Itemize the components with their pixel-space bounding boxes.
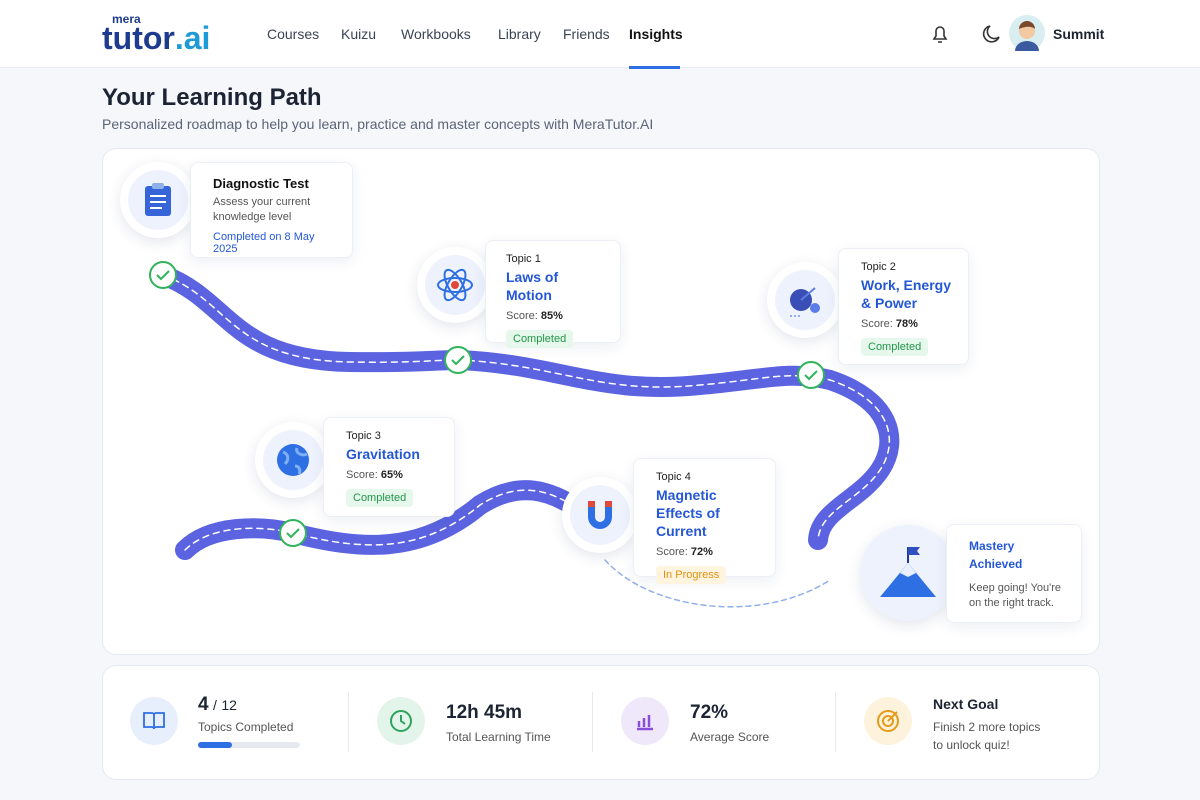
status-badge: Completed xyxy=(506,330,574,348)
stat-score: 72% Average Score xyxy=(690,702,769,744)
stat-label: Total Learning Time xyxy=(446,730,551,744)
topic-card[interactable]: Topic 3 Gravitation Score: 65% Completed xyxy=(323,417,455,517)
score-label: Score: xyxy=(656,546,688,558)
stat-icon xyxy=(621,697,669,745)
user-name[interactable]: Summit xyxy=(1053,26,1105,42)
topic-score: Score: 65% xyxy=(346,469,440,481)
nav-link[interactable]: Courses xyxy=(267,26,320,42)
stat-value: 12h 45m xyxy=(446,702,523,723)
stat-label: Average Score xyxy=(690,730,770,744)
topic-label: Topic 1 xyxy=(506,253,541,265)
avatar[interactable] xyxy=(1009,15,1045,51)
divider xyxy=(348,692,349,752)
road-lines xyxy=(153,265,900,608)
mastery-description: Keep going! You're on the right track. xyxy=(969,582,1062,609)
logo-small: mera xyxy=(112,12,141,26)
check-marks xyxy=(149,261,825,547)
progress-track xyxy=(198,742,300,748)
topic-card[interactable]: Topic 1 Laws of Motion Score: 85% Comple… xyxy=(485,240,621,348)
topic-name: Laws of Motion xyxy=(506,269,559,303)
topic-score: Score: 78% xyxy=(861,318,954,330)
nav-link[interactable]: Kuizu xyxy=(341,26,377,42)
nav-link[interactable]: Library xyxy=(498,26,541,42)
score-label: Score: xyxy=(346,469,378,481)
logo-suffix: .ai xyxy=(174,20,211,56)
score-label: Score: xyxy=(861,318,893,330)
stat-topics: 4 / 12 Topics Completed xyxy=(198,694,300,748)
score-value: 78% xyxy=(895,318,918,330)
topic-score: Score: 72% xyxy=(656,546,761,558)
status-badge: In Progress xyxy=(656,566,727,584)
topic-name: Gravitation xyxy=(346,446,420,462)
page-subtitle: Personalized roadmap to help you learn, … xyxy=(102,116,654,132)
topics-separator: / xyxy=(213,697,217,713)
mastery-card[interactable]: Mastery Achieved Keep going! You're on t… xyxy=(946,524,1082,623)
diagnostic-card[interactable]: Diagnostic Test Assess your current know… xyxy=(190,162,353,258)
topic-card[interactable]: Topic 2 Work, Energy & Power Score: 78% … xyxy=(838,248,969,365)
logo-main: tutor.ai xyxy=(102,20,210,57)
moon-icon[interactable] xyxy=(982,25,1000,43)
score-value: 65% xyxy=(380,469,403,481)
stat-goal: Next Goal Finish 2 more topics to unlock… xyxy=(933,696,1053,754)
topic-label: Topic 4 xyxy=(656,471,691,483)
nav-link[interactable]: Friends xyxy=(563,26,610,42)
progress-bar xyxy=(198,742,232,748)
stats-panel xyxy=(102,665,1100,780)
bell-icon[interactable] xyxy=(932,26,948,43)
stat-icon xyxy=(377,697,425,745)
topic-card[interactable]: Topic 4 Magnetic Effects of Current Scor… xyxy=(633,458,776,584)
topic-name: Work, Energy & Power xyxy=(861,277,951,311)
score-label: Score: xyxy=(506,310,538,322)
nav-link[interactable]: Workbooks xyxy=(401,26,471,42)
topics-completed: 4 xyxy=(198,694,209,715)
score-value: 72% xyxy=(690,546,713,558)
page-title: Your Learning Path xyxy=(102,84,322,111)
nav-link-active[interactable]: Insights xyxy=(629,26,683,42)
status-badge: Completed xyxy=(346,489,414,507)
topic-label: Topic 2 xyxy=(861,261,896,273)
topic-score: Score: 85% xyxy=(506,310,606,322)
mastery-title: Mastery Achieved xyxy=(969,539,1023,571)
header-icons[interactable] xyxy=(928,22,1008,46)
card-title: Diagnostic Test xyxy=(213,176,309,191)
card-status: Completed on 8 May 2025 xyxy=(213,231,315,255)
topics-total: 12 xyxy=(221,697,237,713)
mastery-icon xyxy=(860,525,956,621)
status-badge: Completed xyxy=(861,338,929,356)
topic-icon xyxy=(767,262,843,338)
goal-description: Finish 2 more topics to unlock quiz! xyxy=(933,720,1041,752)
score-value: 85% xyxy=(540,310,563,322)
topic-icon xyxy=(255,422,331,498)
card-description: Assess your current knowledge level xyxy=(213,196,311,223)
diagnostic-icon xyxy=(120,162,196,238)
stat-value: 72% xyxy=(690,702,729,723)
goal-title: Next Goal xyxy=(933,696,999,712)
stat-time: 12h 45m Total Learning Time xyxy=(446,702,551,744)
stat-icon xyxy=(130,697,178,745)
top-bar: mera tutor.ai Courses Kuizu Workbooks Li… xyxy=(0,0,1200,69)
topic-icon xyxy=(562,477,638,553)
stat-icon xyxy=(864,697,912,745)
topic-label: Topic 3 xyxy=(346,430,381,442)
topic-icon xyxy=(417,247,493,323)
topic-name: Magnetic Effects of Current xyxy=(656,487,720,539)
active-underline xyxy=(629,66,680,69)
divider xyxy=(592,692,593,752)
divider xyxy=(835,692,836,752)
stat-label: Topics Completed xyxy=(198,720,294,734)
logo-word: tutor xyxy=(102,20,175,56)
